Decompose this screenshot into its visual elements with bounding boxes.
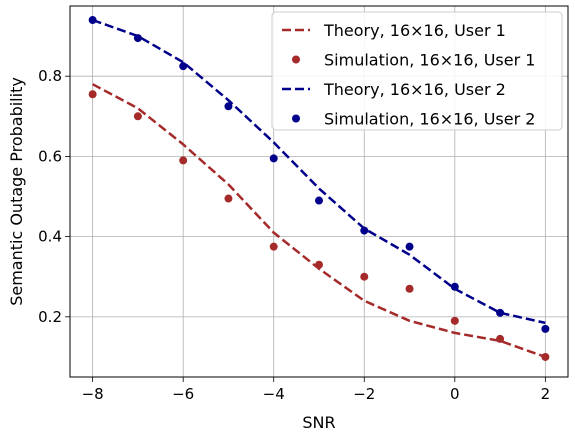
data-point-series-4 — [269, 154, 278, 163]
data-point-series-4 — [360, 226, 369, 235]
plot-frame — [69, 5, 569, 378]
y-tick-label: 0.2 — [38, 308, 62, 326]
ticks: −8 −6 −4 −2 0 2 0.2 0.4 0.6 0.8 — [38, 67, 550, 403]
data-point-series-2 — [541, 352, 550, 361]
data-point-series-4 — [179, 62, 188, 71]
x-tick-label: 0 — [450, 385, 460, 403]
legend-swatch-marker — [292, 114, 300, 123]
legend: Theory, 16×16, User 1 Simulation, 16×16, … — [271, 11, 563, 131]
legend-label: Simulation, 16×16, User 2 — [324, 110, 535, 129]
data-point-series-4 — [133, 34, 142, 43]
data-point-series-2 — [269, 242, 278, 251]
x-axis-label: SNR — [302, 413, 335, 432]
data-point-series-2 — [224, 194, 233, 203]
data-point-series-2 — [496, 334, 505, 343]
data-point-series-4 — [541, 324, 550, 333]
legend-label: Simulation, 16×16, User 1 — [324, 51, 535, 70]
data-point-series-4 — [88, 16, 97, 25]
data-point-series-4 — [496, 308, 505, 317]
data-point-series-4 — [450, 282, 459, 291]
data-point-series-2 — [360, 272, 369, 281]
data-point-series-2 — [133, 112, 142, 121]
legend-label: Theory, 16×16, User 2 — [323, 80, 506, 99]
data-point-series-2 — [405, 284, 414, 293]
y-axis-label: Semantic Outage Probability — [7, 77, 26, 306]
data-point-series-2 — [88, 90, 97, 99]
data-point-series-2 — [179, 156, 188, 165]
x-tick-label: −6 — [172, 385, 194, 403]
legend-swatch-marker — [292, 55, 300, 64]
series-line-3 — [92, 18, 546, 325]
x-tick-label: −8 — [82, 385, 104, 403]
x-tick-label: −2 — [353, 385, 375, 403]
series-layer — [88, 16, 550, 361]
data-point-series-4 — [315, 196, 323, 205]
data-point-series-4 — [405, 242, 414, 251]
x-tick-label: 2 — [541, 385, 551, 403]
series-line-1 — [92, 83, 546, 359]
y-tick-label: 0.6 — [38, 147, 62, 165]
legend-label: Theory, 16×16, User 1 — [323, 21, 506, 40]
y-tick-label: 0.4 — [38, 228, 62, 246]
legend-box — [271, 11, 563, 131]
x-tick-label: −4 — [263, 385, 285, 403]
data-point-series-2 — [450, 316, 459, 325]
data-point-series-2 — [315, 260, 323, 269]
y-tick-label: 0.8 — [38, 67, 62, 85]
data-point-series-4 — [224, 102, 233, 111]
